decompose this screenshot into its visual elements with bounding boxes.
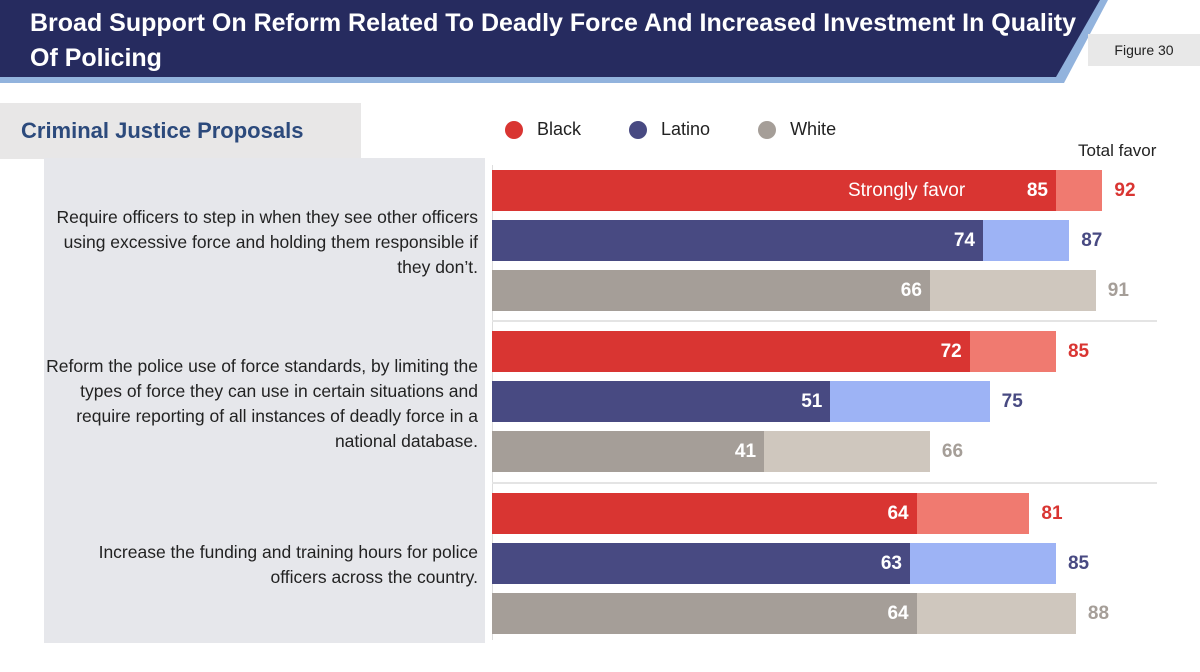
value-label-strongly-favor: 85 [1026,180,1048,201]
value-label-total-favor: 92 [1114,180,1136,201]
value-label-strongly-favor: 64 [887,603,909,624]
value-label-total-favor: 87 [1081,230,1103,251]
page-title: Broad Support On Reform Related To Deadl… [30,9,1077,72]
bar-strongly-favor [492,593,917,634]
bar-strongly-favor [492,170,1056,211]
bar-strongly-favor [492,220,983,261]
legend: Black Latino White [505,119,884,140]
question-label: Require officers to step in when they se… [56,207,478,277]
value-label-strongly-favor: 66 [900,280,922,301]
value-label-strongly-favor: 41 [734,441,757,462]
header-banner: Broad Support On Reform Related To Deadl… [0,0,1200,90]
group-divider [492,482,1157,484]
value-label-strongly-favor: 74 [953,230,975,251]
total-favor-header: Total favor [1078,141,1157,160]
bar-strongly-favor [492,431,765,472]
value-label-total-favor: 85 [1067,341,1090,362]
value-label-total-favor: 75 [1001,391,1023,412]
value-label-total-favor: 66 [941,441,964,462]
legend-item-latino: Latino [629,119,710,140]
question-label: Increase the funding and training hours … [98,542,478,587]
legend-label: Latino [661,119,711,139]
value-label-strongly-favor: 63 [880,553,902,574]
question-panel [44,158,485,643]
value-label-total-favor: 85 [1067,553,1090,574]
legend-dot [758,120,777,139]
value-label-total-favor: 88 [1087,603,1110,624]
figure-label: Figure 30 [1088,34,1200,66]
bar-strongly-favor [492,270,930,311]
bar-strongly-favor [492,331,970,372]
legend-item-white: White [758,119,836,140]
bar-strongly-favor [492,543,910,584]
group-divider [492,320,1157,322]
legend-label: White [790,119,837,139]
value-label-total-favor: 91 [1107,280,1129,301]
legend-dot [505,120,523,139]
strongly-favor-label: Strongly favor [847,180,966,201]
legend-item-black: Black [505,119,581,140]
value-label-strongly-favor: 51 [801,391,823,412]
legend-dot [629,120,648,139]
bar-strongly-favor [492,493,917,534]
section-title: Criminal Justice Proposals [0,103,361,159]
bar-strongly-favor [492,381,831,422]
legend-label: Black [537,119,582,139]
question-label: Reform the police use of force standards… [46,356,478,451]
value-label-total-favor: 81 [1041,503,1063,524]
value-label-strongly-favor: 72 [940,341,962,362]
value-label-strongly-favor: 64 [887,503,909,524]
